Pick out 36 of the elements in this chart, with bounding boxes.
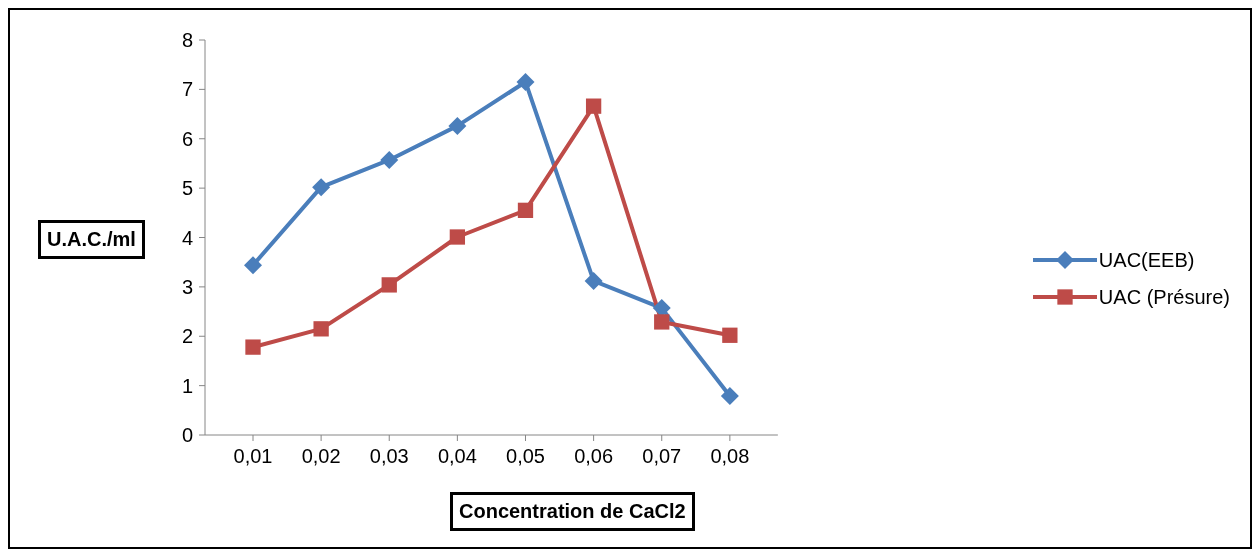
y-tick-label: 7 — [181, 78, 193, 101]
point — [313, 321, 329, 337]
x-tick-label: 0,05 — [506, 445, 545, 468]
point — [312, 178, 331, 197]
point — [585, 98, 602, 114]
x-tick-label: 0,06 — [574, 445, 614, 468]
y-tick-label: 0 — [181, 424, 193, 447]
y-axis-title: U.A.C./ml — [38, 220, 145, 259]
y-tick-label: 2 — [181, 325, 193, 348]
y-tick-label: 6 — [181, 127, 193, 150]
point — [449, 229, 466, 245]
point — [244, 256, 262, 275]
y-tick-label: 8 — [181, 29, 193, 52]
x-tick-label: 0,04 — [437, 445, 477, 468]
y-tick-label: 5 — [181, 177, 193, 200]
y-tick-label: 1 — [181, 374, 193, 397]
point — [516, 72, 535, 91]
legend-label: UAC (Présure) — [1098, 285, 1230, 309]
point — [654, 314, 670, 330]
point — [720, 386, 739, 405]
x-tick-label: 0,07 — [642, 445, 682, 468]
point — [722, 327, 738, 343]
legend-label: UAC(EEB) — [1098, 248, 1195, 272]
y-tick-label: 4 — [181, 226, 193, 249]
x-axis-title: Concentration de CaCl2 — [450, 492, 695, 531]
point — [381, 277, 397, 293]
y-tick-label: 3 — [181, 275, 193, 298]
x-tick-label: 0,01 — [233, 445, 273, 468]
point — [380, 150, 399, 169]
x-tick-label: 0,08 — [710, 445, 750, 468]
x-tick-label: 0,02 — [301, 445, 341, 468]
point — [245, 339, 261, 355]
point — [517, 202, 534, 218]
x-tick-label: 0,03 — [369, 445, 409, 468]
point — [584, 271, 603, 290]
point — [448, 116, 467, 135]
